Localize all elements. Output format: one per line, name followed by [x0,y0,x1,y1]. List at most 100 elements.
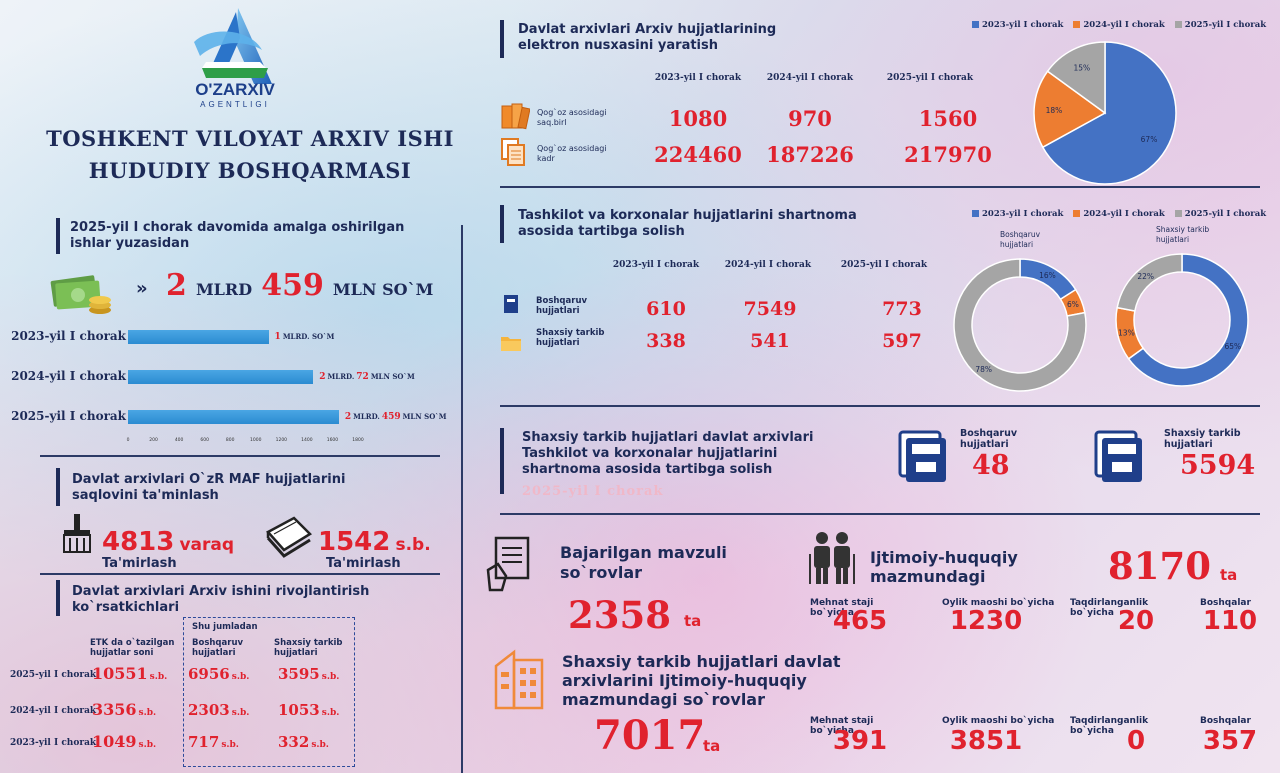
elec-title: Davlat arxivlari Arxiv hujjatlarining ele… [518,22,777,53]
legend-label: 2023-yil I chorak [982,209,1064,219]
pie-slice-label: 67% [1141,135,1158,144]
org-col-header: 2024-yil I chorak [724,260,812,270]
request-document-icon [486,536,530,592]
elec-row-label: Qog`oz asosidagi kadr [537,144,607,163]
col-bosh: Boshqaruv hujjatlari [192,638,244,658]
axis-tick-label: 600 [200,438,209,443]
elec-value: 217970 [904,142,992,167]
accent-bar [56,580,60,616]
brush-icon [63,514,91,553]
pie-slice-label: 65% [1224,342,1241,351]
axis-tick-label: 1600 [326,438,339,443]
maf-pages-unit: varaq [179,535,235,555]
elec-col-header: 2025-yil I chorak [886,73,974,83]
revenue-title: 2025-yil I chorak davomida amalga oshiri… [70,220,405,251]
book-stack-icon [266,516,313,558]
bar-unit-2: MLN SO`M [402,412,447,421]
dev-unit: s.b. [321,672,340,682]
bar-value-label: 1 MLRD. SO`M [275,332,337,342]
dev-value: 3595 [278,665,320,683]
dev-cell: 1053 s.b. [278,700,339,719]
org-value: 7549 [743,298,797,320]
elderly-couple-icon [809,532,855,584]
axis-tick-label: 400 [174,438,184,443]
legend-label: 2024-yil I chorak [1083,209,1165,219]
dev-unit: s.b. [221,740,239,750]
bar-value-label: 2 MLRD. 72 MLN SO`M [319,372,414,382]
elec-col-header: 2023-yil I chorak [654,73,742,83]
pie-slice [953,258,1087,392]
topic-title: Bajarilgan mavzuli so`rovlar [560,543,727,582]
legend-label: 2025-yil I chorak [1184,20,1267,30]
topic-value: 2358 [568,593,671,637]
pie-chart-elec: 67% 18% 15% [1033,41,1177,185]
logo-mark [194,8,272,84]
contract-title: Shaxsiy tarkib hujjatlari davlat arxivla… [522,430,814,477]
bar-unit-2: MLN SO`M [370,372,415,381]
dev-row-label: 2025-yil I chorak [10,670,97,680]
dev-value: 717 [188,733,220,751]
accent-bar [56,218,60,254]
bar-value-label: 2 MLRD. 459 MLN SO`M [345,412,447,422]
revenue-mln-value: 459 [261,268,324,303]
org-title-1: TOSHKENT VILOYAT ARXIV ISHI [46,126,454,151]
category-label: Oylik maoshi bo`yicha [942,598,1055,608]
revenue-mlrd-value: 2 [166,268,187,303]
bar [128,330,269,344]
personal-value: 7017 [594,712,706,759]
category-value: 391 [832,726,888,756]
dev-cell: 10551 s.b. [92,664,167,683]
org-value: 541 [750,330,790,352]
folder-icon [501,337,521,351]
bar-label: 2023-yil I chorak [11,329,126,343]
col-etk: ETK da o`tazilgan hujjatlar soni [90,638,175,658]
axis-tick-label: 200 [149,438,158,443]
divider [500,405,1260,407]
money-icon [50,275,111,314]
dev-cell: 3595 s.b. [278,664,339,683]
legend-label: 2024-yil I chorak [1083,20,1165,30]
elec-col-header: 2024-yil I chorak [766,73,854,83]
legend-swatch [1073,21,1081,28]
elec-value: 187226 [766,142,854,167]
divider [40,455,440,457]
divider [40,573,440,575]
maf-units-unit: s.b. [395,535,431,555]
dev-cell: 717 s.b. [188,732,239,751]
maf-pages-label: Ta'mirlash [102,556,177,571]
col-shu: Shu jumladan [192,622,258,632]
personal-title: Shaxsiy tarkib hujjatlari davlat arxivlar… [562,652,841,709]
bar-value-2: 72 [356,372,369,382]
dev-row-label: 2024-yil I chorak [10,706,97,716]
dev-title: Davlat arxivlari Arxiv ishini rivojlanti… [72,584,370,615]
revenue-mln-unit: MLN SO`M [332,280,434,299]
category-label: Taqdirlanganlik bo`yicha [1070,598,1149,618]
dev-cell: 332 s.b. [278,732,329,751]
org-value: 610 [646,298,686,320]
legend-entry: 2025-yil I chorak [1174,20,1267,30]
vertical-divider [461,225,463,773]
dev-value: 3356 [92,700,137,719]
org-value: 338 [646,330,686,352]
dev-unit: s.b. [311,740,329,750]
category-value: 0 [1126,726,1146,756]
donut-a-title: Boshqaruv hujjatlari [1000,230,1041,249]
dev-unit: s.b. [149,672,168,682]
dev-value: 2303 [188,701,230,719]
maf-units-value: 1542 [318,527,391,557]
social-value: 8170 [1108,544,1211,588]
folders-icon [898,430,946,482]
maf-title: Davlat arxivlari O`zR MAF hujjatlarini sa… [72,472,346,503]
legend-entry: 2023-yil I chorak [972,20,1063,30]
revenue-bar-chart: 2023-yil I chorak 1 MLRD. SO`M 2024-yil I c… [8,322,448,452]
org-docs-title: Tashkilot va korxonalar hujjatlarini sha… [518,208,857,239]
bar-unit-1: MLRD. [327,372,355,381]
bar [128,370,314,384]
bar-unit-1: MLRD. [353,412,380,421]
bar-value-1: 2 [319,372,326,382]
dev-value: 1053 [278,701,320,719]
legend-swatch [1174,210,1182,217]
accent-bar [56,468,60,506]
legend-label: 2025-yil I chorak [1184,209,1267,219]
dev-unit: s.b. [321,708,340,718]
